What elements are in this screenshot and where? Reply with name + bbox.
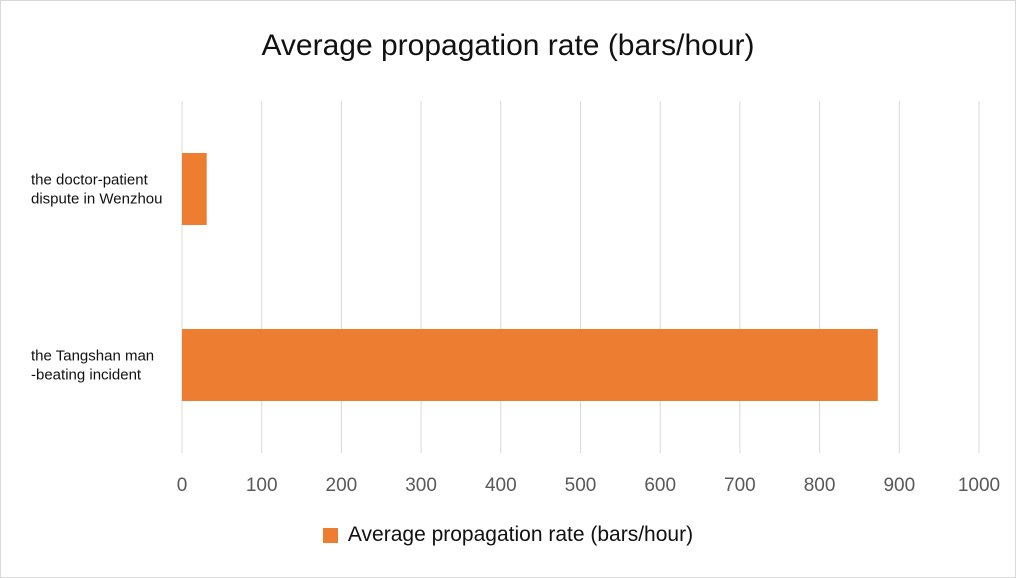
x-tick-label-0: 0 [177, 475, 188, 496]
x-tick-label-600: 600 [644, 475, 676, 496]
legend: Average propagation rate (bars/hour) [1, 523, 1015, 547]
x-tick-label-300: 300 [405, 475, 437, 496]
chart-title: Average propagation rate (bars/hour) [261, 29, 755, 62]
legend-label: Average propagation rate (bars/hour) [347, 523, 694, 546]
x-tick-label-400: 400 [485, 475, 517, 496]
category-label-0: the doctor-patient dispute in Wenzhou [31, 172, 162, 208]
x-tick-label-700: 700 [724, 475, 756, 496]
x-tick-label-900: 900 [883, 475, 915, 496]
x-tick-label-1000: 1000 [958, 475, 1000, 496]
bar-1 [182, 329, 878, 401]
x-tick-label-500: 500 [565, 475, 597, 496]
x-tick-label-100: 100 [246, 475, 278, 496]
category-label-1: the Tangshan man -beating incident [31, 348, 154, 384]
bar-0 [182, 153, 207, 225]
x-tick-label-800: 800 [804, 475, 836, 496]
x-tick-label-200: 200 [326, 475, 358, 496]
legend-swatch [322, 527, 338, 543]
